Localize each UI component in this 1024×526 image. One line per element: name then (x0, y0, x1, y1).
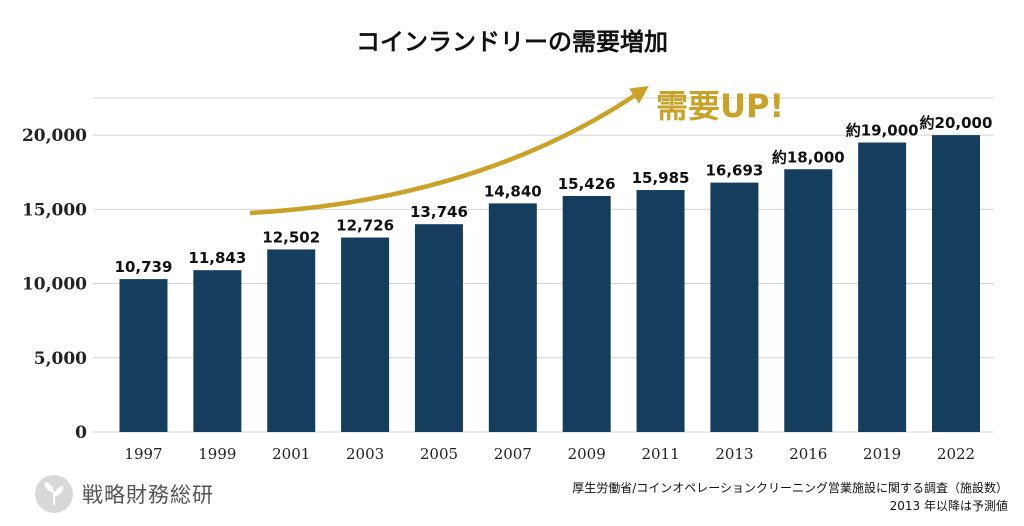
bar-1997 (119, 279, 168, 432)
y-tick-label: 20,000 (22, 126, 87, 146)
logo-text: 戦略財務総研 (82, 483, 214, 507)
data-label: 約18,000 (772, 148, 845, 166)
source-note: 厚生労働省/コインオペレーションクリーニング営業施設に関する調査（施設数） 20… (572, 479, 1008, 515)
y-tick-label: 5,000 (34, 349, 87, 369)
bar-2007 (488, 203, 537, 432)
annotation-text: 需要UP! (656, 87, 784, 125)
y-tick-label: 0 (75, 423, 87, 443)
data-label: 約20,000 (920, 114, 993, 132)
bar-2003 (341, 237, 390, 432)
x-tick-label: 2003 (346, 445, 384, 463)
data-label: 15,426 (558, 175, 616, 193)
x-tick-label: 2013 (715, 445, 753, 463)
leaf-logo-icon (35, 475, 73, 513)
x-tick-label: 2016 (789, 445, 827, 463)
bar-2011 (636, 190, 685, 432)
data-label: 11,843 (188, 249, 246, 267)
x-tick-label: 2009 (568, 445, 606, 463)
bar-2005 (414, 224, 463, 432)
logo: 戦略財務総研 (34, 474, 214, 514)
x-tick-label: 2005 (420, 445, 458, 463)
chart-title: コインランドリーの需要増加 (356, 28, 668, 56)
bar-2016 (784, 169, 833, 432)
y-tick-label: 10,000 (22, 275, 87, 295)
growth-arrow (249, 85, 649, 216)
data-label: 16,693 (705, 162, 763, 180)
data-label: 約19,000 (846, 122, 919, 140)
bar-2019 (858, 142, 907, 433)
y-tick-label: 15,000 (22, 200, 87, 220)
bar-1999 (193, 270, 242, 432)
x-tick-label: 1997 (124, 445, 162, 463)
data-label: 15,985 (632, 169, 690, 187)
x-tick-label: 2022 (937, 445, 975, 463)
x-tick-label: 2019 (863, 445, 901, 463)
x-tick-label: 1999 (198, 445, 236, 463)
source-line-1: 厚生労働省/コインオペレーションクリーニング営業施設に関する調査（施設数） (572, 481, 1008, 495)
bar-2013 (710, 182, 759, 432)
data-label: 12,726 (336, 217, 394, 235)
data-label: 10,739 (115, 258, 173, 276)
bar-2009 (562, 195, 611, 432)
bar-2001 (267, 249, 316, 432)
data-label: 14,840 (484, 182, 542, 200)
source-line-2: 2013 年以降は予測値 (889, 499, 1008, 513)
data-label: 13,746 (410, 203, 468, 221)
x-tick-label: 2007 (494, 445, 532, 463)
data-label: 12,502 (262, 228, 320, 246)
x-tick-label: 2001 (272, 445, 310, 463)
bar-2022 (932, 135, 980, 432)
x-tick-label: 2011 (641, 445, 679, 463)
